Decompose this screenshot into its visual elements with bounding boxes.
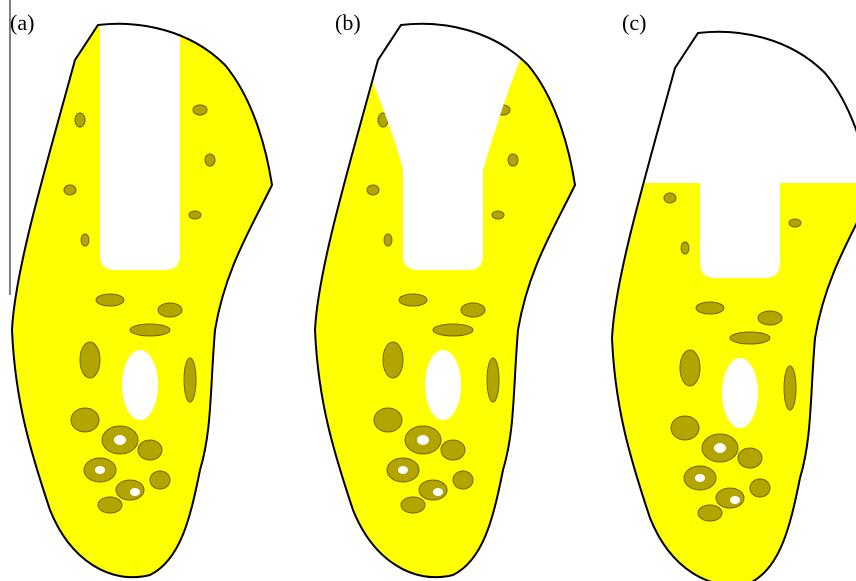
panel-label: (b)	[335, 10, 361, 35]
page: {"panels": [{"label": "(a)"}, {"label": …	[0, 0, 856, 581]
body: (a) (b) (c) (() => { const data = JSON.p…	[0, 0, 856, 581]
panel-label: (c)	[622, 10, 646, 35]
panel-label: (a)	[10, 10, 34, 35]
panel-b	[315, 0, 575, 577]
panel-c	[600, 8, 856, 581]
panel-a	[10, 0, 272, 577]
figure: (a) (b) (c)	[0, 0, 856, 581]
